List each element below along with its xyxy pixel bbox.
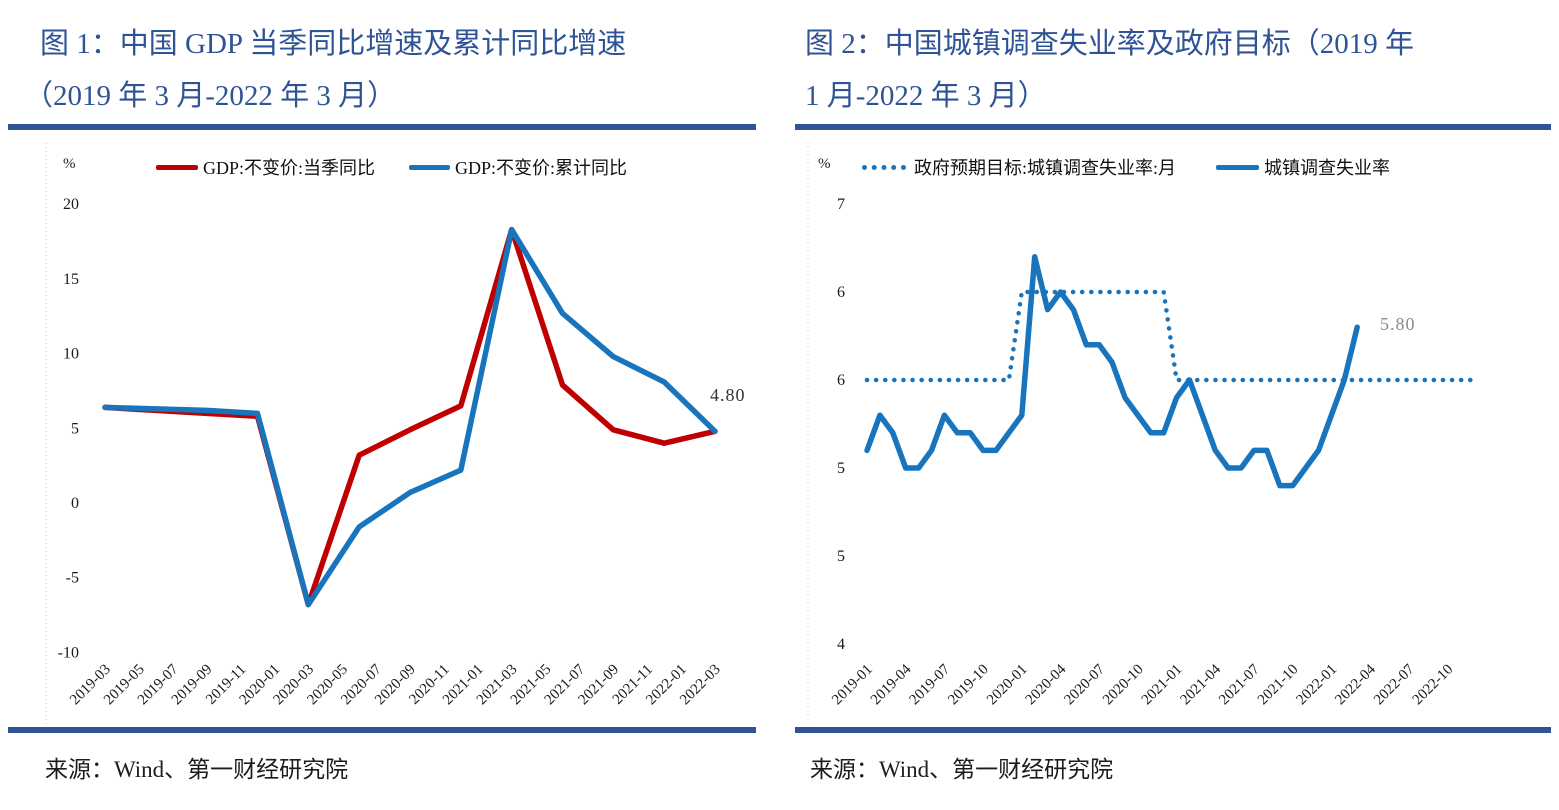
svg-text:2020-04: 2020-04 — [1023, 661, 1070, 708]
footer-divider — [795, 727, 1551, 733]
blue-line-swatch-icon — [1216, 164, 1260, 170]
legend-item-cumulative-yoy: GDP:不变价:累计同比 — [409, 154, 627, 180]
svg-text:2021-04: 2021-04 — [1177, 661, 1224, 708]
dotted-line-swatch-icon — [862, 164, 906, 170]
legend-item-survey-rate: 城镇调查失业率 — [1216, 154, 1390, 180]
legend-label: 城镇调查失业率 — [1264, 158, 1391, 178]
value-annotation: 4.80 — [710, 385, 746, 405]
svg-text:-10: -10 — [58, 644, 79, 661]
svg-text:2020-01: 2020-01 — [984, 662, 1031, 709]
red-line-swatch-icon — [156, 164, 198, 170]
svg-text:2019-07: 2019-07 — [907, 661, 954, 708]
svg-text:20: 20 — [63, 196, 79, 213]
unemployment-chart-canvas: 7665542019-012019-042019-072019-102020-0… — [807, 143, 1476, 732]
svg-text:10: 10 — [63, 346, 79, 363]
svg-text:7: 7 — [837, 196, 845, 213]
y-axis-unit-label: % — [63, 156, 76, 172]
svg-text:2021-10: 2021-10 — [1255, 662, 1302, 709]
title-divider — [795, 124, 1551, 130]
svg-text:6: 6 — [837, 284, 845, 301]
svg-text:2019-10: 2019-10 — [945, 662, 992, 709]
svg-text:5: 5 — [71, 420, 79, 437]
legend-label: GDP:不变价:当季同比 — [203, 158, 376, 178]
svg-text:2022-10: 2022-10 — [1410, 662, 1457, 709]
chart2-title-line1: 图 2：中国城镇调查失业率及政府目标（2019 年 — [805, 28, 1415, 60]
svg-text:5: 5 — [837, 548, 845, 565]
svg-text:-5: -5 — [66, 570, 79, 587]
source-note: 来源：Wind、第一财经研究院 — [45, 757, 349, 782]
legend-label: 政府预期目标:城镇调查失业率:月 — [914, 158, 1177, 178]
svg-text:2022-04: 2022-04 — [1332, 661, 1379, 708]
svg-text:15: 15 — [63, 271, 79, 288]
svg-text:0: 0 — [71, 495, 79, 512]
svg-text:2021-07: 2021-07 — [1216, 661, 1263, 708]
y-axis-unit-label: % — [818, 156, 831, 172]
gdp-chart-canvas: 20151050-5-102019-032019-052019-072019-0… — [45, 143, 724, 732]
panel-gdp-growth: 图 1：中国 GDP 当季同比增速及累计同比增速 （2019 年 3 月-202… — [0, 0, 762, 810]
svg-text:2019-01: 2019-01 — [829, 662, 876, 709]
svg-text:2020-10: 2020-10 — [1100, 662, 1147, 709]
chart2-legend: 政府预期目标:城镇调查失业率:月 城镇调查失业率 — [862, 154, 1390, 180]
svg-text:2022-01: 2022-01 — [1294, 662, 1341, 709]
legend-item-gov-target: 政府预期目标:城镇调查失业率:月 — [862, 154, 1176, 180]
title-divider — [8, 124, 756, 130]
legend-label: GDP:不变价:累计同比 — [455, 158, 628, 178]
svg-text:2020-07: 2020-07 — [1061, 661, 1108, 708]
footer-divider — [8, 727, 756, 733]
legend-item-quarterly-yoy: GDP:不变价:当季同比 — [156, 154, 375, 180]
svg-text:2022-07: 2022-07 — [1371, 661, 1418, 708]
chart1-title-line2: （2019 年 3 月-2022 年 3 月） — [24, 80, 397, 112]
svg-text:2021-01: 2021-01 — [1139, 662, 1186, 709]
chart1-title-line1: 图 1：中国 GDP 当季同比增速及累计同比增速 — [40, 28, 627, 60]
svg-text:2019-04: 2019-04 — [868, 661, 915, 708]
source-note: 来源：Wind、第一财经研究院 — [810, 757, 1114, 782]
blue-line-swatch-icon — [409, 164, 451, 170]
svg-text:5: 5 — [837, 460, 845, 477]
panel-unemployment: 图 2：中国城镇调查失业率及政府目标（2019 年 1 月-2022 年 3 月… — [780, 0, 1559, 810]
svg-text:4: 4 — [837, 636, 845, 653]
value-annotation: 5.80 — [1380, 314, 1416, 334]
chart2-title-line2: 1 月-2022 年 3 月） — [805, 80, 1047, 112]
svg-text:6: 6 — [837, 372, 845, 389]
chart1-legend: GDP:不变价:当季同比 GDP:不变价:累计同比 — [156, 154, 627, 180]
